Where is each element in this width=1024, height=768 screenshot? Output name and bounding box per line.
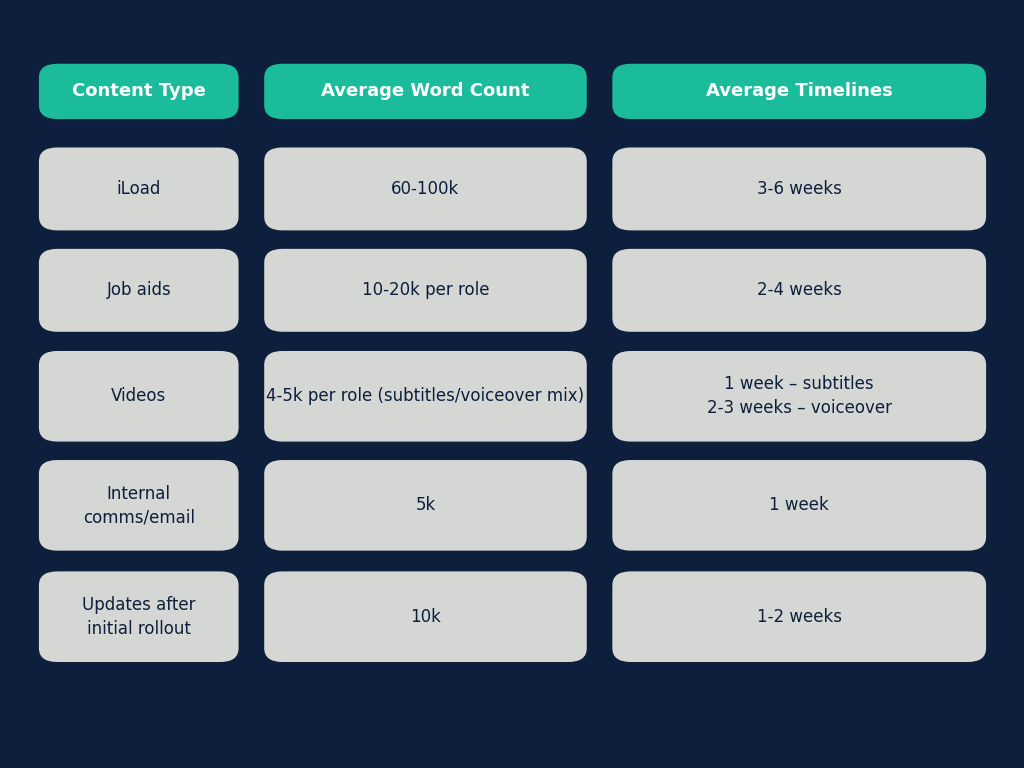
Text: 60-100k: 60-100k [391,180,460,198]
Text: Content Type: Content Type [72,82,206,101]
FancyBboxPatch shape [612,571,986,662]
FancyBboxPatch shape [264,351,587,442]
Text: 4-5k per role (subtitles/voiceover mix): 4-5k per role (subtitles/voiceover mix) [266,387,585,406]
FancyBboxPatch shape [612,460,986,551]
FancyBboxPatch shape [612,64,986,119]
FancyBboxPatch shape [39,64,239,119]
FancyBboxPatch shape [39,460,239,551]
FancyBboxPatch shape [39,249,239,332]
FancyBboxPatch shape [39,351,239,442]
FancyBboxPatch shape [264,460,587,551]
FancyBboxPatch shape [39,147,239,230]
FancyBboxPatch shape [612,351,986,442]
FancyBboxPatch shape [264,571,587,662]
Text: 2-4 weeks: 2-4 weeks [757,281,842,300]
Text: 10k: 10k [410,607,441,626]
FancyBboxPatch shape [612,147,986,230]
Text: 1 week – subtitles
2-3 weeks – voiceover: 1 week – subtitles 2-3 weeks – voiceover [707,376,892,417]
Text: 1 week: 1 week [769,496,829,515]
Text: Job aids: Job aids [106,281,171,300]
Text: Average Timelines: Average Timelines [706,82,893,101]
FancyBboxPatch shape [612,249,986,332]
Text: Average Word Count: Average Word Count [322,82,529,101]
Text: 10-20k per role: 10-20k per role [361,281,489,300]
Text: Internal
comms/email: Internal comms/email [83,485,195,526]
Text: iLoad: iLoad [117,180,161,198]
Text: Videos: Videos [112,387,166,406]
Text: 1-2 weeks: 1-2 weeks [757,607,842,626]
FancyBboxPatch shape [264,147,587,230]
Text: Updates after
initial rollout: Updates after initial rollout [82,596,196,637]
FancyBboxPatch shape [264,249,587,332]
Text: 5k: 5k [416,496,435,515]
FancyBboxPatch shape [39,571,239,662]
Text: 3-6 weeks: 3-6 weeks [757,180,842,198]
FancyBboxPatch shape [264,64,587,119]
